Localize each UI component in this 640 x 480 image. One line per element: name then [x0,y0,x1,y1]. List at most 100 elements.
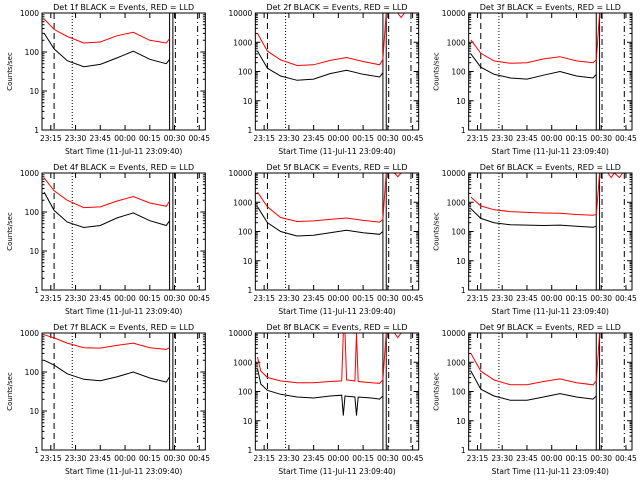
x-tick-label: 00:45 [615,134,637,143]
x-axis-label: Start Time (11-Jul-11 23:09:40) [492,147,609,156]
x-tick-label: 00:30 [590,294,612,303]
x-tick-label: 23:15 [40,294,62,303]
x-tick-label: 23:45 [303,134,325,143]
y-tick-label: 1 [34,446,39,455]
x-tick-label: 00:15 [566,454,588,463]
x-axis-label: Start Time (11-Jul-11 23:09:40) [492,467,609,476]
y-tick-label: 1000 [447,38,466,47]
y-tick-label: 10 [243,97,253,106]
y-tick-label: 1 [248,126,253,135]
x-tick-label: 00:15 [352,454,374,463]
x-tick-label: 23:15 [467,134,489,143]
x-tick-label: 23:15 [253,294,275,303]
x-tick-label: 00:15 [566,294,588,303]
series-events [43,33,171,68]
panel-title: Det 3f BLACK = Events, RED = LLD [480,3,621,12]
x-tick-label: 23:30 [65,134,87,143]
series-events [43,359,171,383]
x-tick-label: 00:00 [541,134,563,143]
x-tick-label: 23:30 [278,294,300,303]
x-tick-label: 00:30 [164,134,186,143]
x-axis-label: Start Time (11-Jul-11 23:09:40) [492,307,609,316]
series-lld [470,332,631,386]
x-axis-label: Start Time (11-Jul-11 23:09:40) [65,467,182,476]
y-tick-label: 1000 [20,169,39,178]
detector-panel-2: Det 2f BLACK = Events, RED = LLD Start Ti… [228,3,423,156]
y-tick-label: 1000 [233,38,252,47]
y-tick-label: 10000 [228,9,252,18]
x-tick-label: 00:00 [541,454,563,463]
y-tick-label: 10000 [442,329,466,338]
y-tick-label: 10 [29,87,39,96]
x-tick-label: 00:30 [377,454,399,463]
y-tick-label: 1000 [20,329,39,338]
series-lld [470,172,631,216]
x-tick-label: 00:30 [164,294,186,303]
plot-frame [254,172,420,291]
y-tick-label: 100 [238,388,253,397]
y-tick-label: 1 [248,446,253,455]
x-axis-label: Start Time (11-Jul-11 23:09:40) [278,467,395,476]
plot-frame [41,172,206,291]
x-tick-label: 23:45 [89,294,111,303]
y-tick-label: 1 [248,286,253,295]
plot-frame [254,12,420,131]
series-lld [470,12,631,64]
x-tick-label: 00:45 [402,134,424,143]
plot-frame [468,332,633,451]
x-tick-label: 00:30 [590,454,612,463]
x-tick-label: 00:15 [139,134,161,143]
x-tick-label: 23:30 [491,134,513,143]
y-tick-label: 100 [25,208,40,217]
x-tick-label: 23:30 [278,134,300,143]
y-tick-label: 1000 [233,358,252,367]
x-tick-label: 23:30 [65,454,87,463]
series-events [257,368,384,416]
y-tick-label: 10000 [228,329,252,338]
y-tick-label: 10000 [442,169,466,178]
x-tick-label: 23:15 [40,134,62,143]
plot-frame [41,332,206,451]
panel-title: Det 7f BLACK = Events, RED = LLD [53,323,194,332]
x-axis-label: Start Time (11-Jul-11 23:09:40) [65,147,182,156]
x-tick-label: 00:30 [590,134,612,143]
y-tick-label: 100 [451,68,466,77]
x-tick-label: 00:45 [188,454,210,463]
x-tick-label: 00:15 [139,454,161,463]
x-tick-label: 23:15 [253,454,275,463]
x-tick-label: 23:45 [89,134,111,143]
y-tick-label: 10 [29,407,39,416]
y-axis-label: Counts/sec [6,372,14,411]
x-axis-label: Start Time (11-Jul-11 23:09:40) [278,307,395,316]
series-events [43,192,171,229]
series-lld [44,334,170,350]
series-events [257,206,384,237]
x-tick-label: 23:45 [303,294,325,303]
y-axis-label: Counts/sec [433,52,441,91]
x-tick-label: 23:15 [467,294,489,303]
y-tick-label: 10 [243,257,253,266]
series-events [257,50,384,81]
detector-panel-5: Det 5f BLACK = Events, RED = LLD Start Ti… [228,163,423,316]
x-tick-label: 00:15 [352,294,374,303]
panel-title: Det 2f BLACK = Events, RED = LLD [266,3,407,12]
y-axis-label: Counts/sec [6,212,14,251]
x-tick-label: 00:30 [377,294,399,303]
x-tick-label: 23:45 [89,454,111,463]
x-tick-label: 23:15 [40,454,62,463]
detector-panel-3: Det 3f BLACK = Events, RED = LLD Counts/s… [433,3,637,156]
panel-title: Det 1f BLACK = Events, RED = LLD [53,3,194,12]
plot-frame [254,332,420,451]
x-tick-label: 23:45 [303,454,325,463]
y-tick-label: 10000 [228,169,252,178]
x-tick-label: 00:00 [328,294,350,303]
series-lld [257,172,418,223]
x-tick-label: 00:00 [114,134,136,143]
series-lld [257,12,418,67]
y-tick-label: 10 [456,97,466,106]
x-tick-label: 23:30 [278,454,300,463]
x-tick-label: 23:15 [253,134,275,143]
panel-title: Det 6f BLACK = Events, RED = LLD [480,163,621,172]
x-tick-label: 23:30 [65,294,87,303]
y-tick-label: 100 [238,228,253,237]
